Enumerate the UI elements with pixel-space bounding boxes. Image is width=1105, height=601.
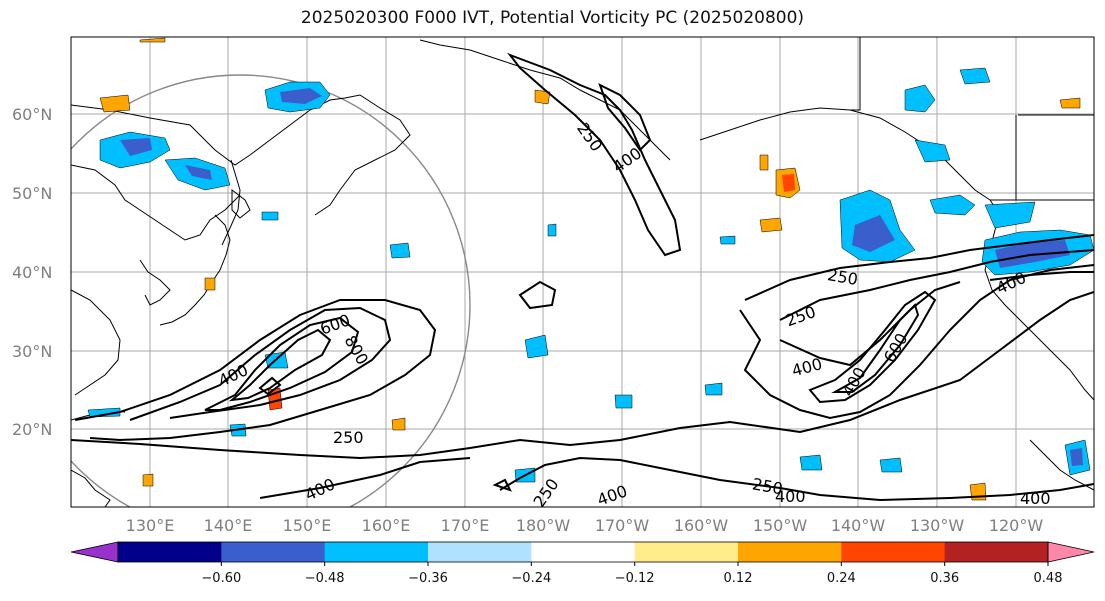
contour-label: 250 <box>333 428 364 447</box>
colorbar-segment <box>531 542 636 562</box>
lon-label: 140°E <box>204 516 253 535</box>
gridlines <box>71 37 1094 507</box>
colorbar-tick-label: −0.12 <box>615 571 655 586</box>
colorbar-tick-label: −0.60 <box>201 571 241 586</box>
colorbar-extension-low <box>70 541 119 563</box>
lon-label: 160°E <box>362 516 411 535</box>
contour-label: 400 <box>1020 489 1051 508</box>
colorbar-extension-high <box>1047 541 1095 563</box>
colorbar-segment <box>738 542 842 562</box>
distance-ring <box>71 74 471 507</box>
lon-labels: 130°E 140°E 150°E 160°E 170°E 180°W 170°… <box>126 516 1044 535</box>
lon-label: 170°E <box>441 516 490 535</box>
colorbar-segment <box>841 542 946 562</box>
lat-label: 30°N <box>12 342 52 361</box>
contour-label: 400 <box>775 487 806 506</box>
colorbar-segment <box>944 542 1049 562</box>
lat-label: 20°N <box>12 420 52 439</box>
lon-label: 140°W <box>831 516 886 535</box>
lat-label: 60°N <box>12 105 52 124</box>
lat-label: 50°N <box>12 184 52 203</box>
colorbar-tick-label: −0.48 <box>305 571 345 586</box>
ivt-contours <box>71 52 1094 502</box>
colorbar-tick-label: −0.24 <box>511 571 551 586</box>
lon-label: 130°W <box>910 516 965 535</box>
colorbar-tick-label: 0.48 <box>1034 571 1063 586</box>
lon-label: 130°E <box>126 516 175 535</box>
lon-label: 180°W <box>516 516 571 535</box>
colorbar-segment <box>634 542 739 562</box>
colorbar-segment <box>118 542 222 562</box>
map-frame <box>70 36 1095 508</box>
colorbar: −0.60 −0.48 −0.36 −0.24 −0.12 0.12 0.24 0.36 0.4… <box>70 541 1095 586</box>
colorbar-tick-label: 0.24 <box>827 571 856 586</box>
map-title: 2025020300 F000 IVT, Potential Vorticity… <box>300 8 805 28</box>
colorbar-segment <box>428 542 532 562</box>
colorbar-outline <box>117 541 1049 563</box>
lon-label: 160°W <box>674 516 729 535</box>
lon-label: 150°W <box>753 516 808 535</box>
colorbar-tick-label: −0.36 <box>408 571 448 586</box>
lat-labels: 60°N 50°N 40°N 30°N 20°N <box>12 105 52 439</box>
coastlines <box>71 37 1094 507</box>
colorbar-tick-label: 0.12 <box>724 571 753 586</box>
lat-label: 40°N <box>12 263 52 282</box>
lon-label: 120°W <box>989 516 1044 535</box>
colorbar-segment <box>221 542 326 562</box>
lon-label: 170°W <box>595 516 650 535</box>
colorbar-tick-label: 0.36 <box>930 571 959 586</box>
lon-label: 150°E <box>283 516 332 535</box>
colorbar-segment <box>324 542 429 562</box>
